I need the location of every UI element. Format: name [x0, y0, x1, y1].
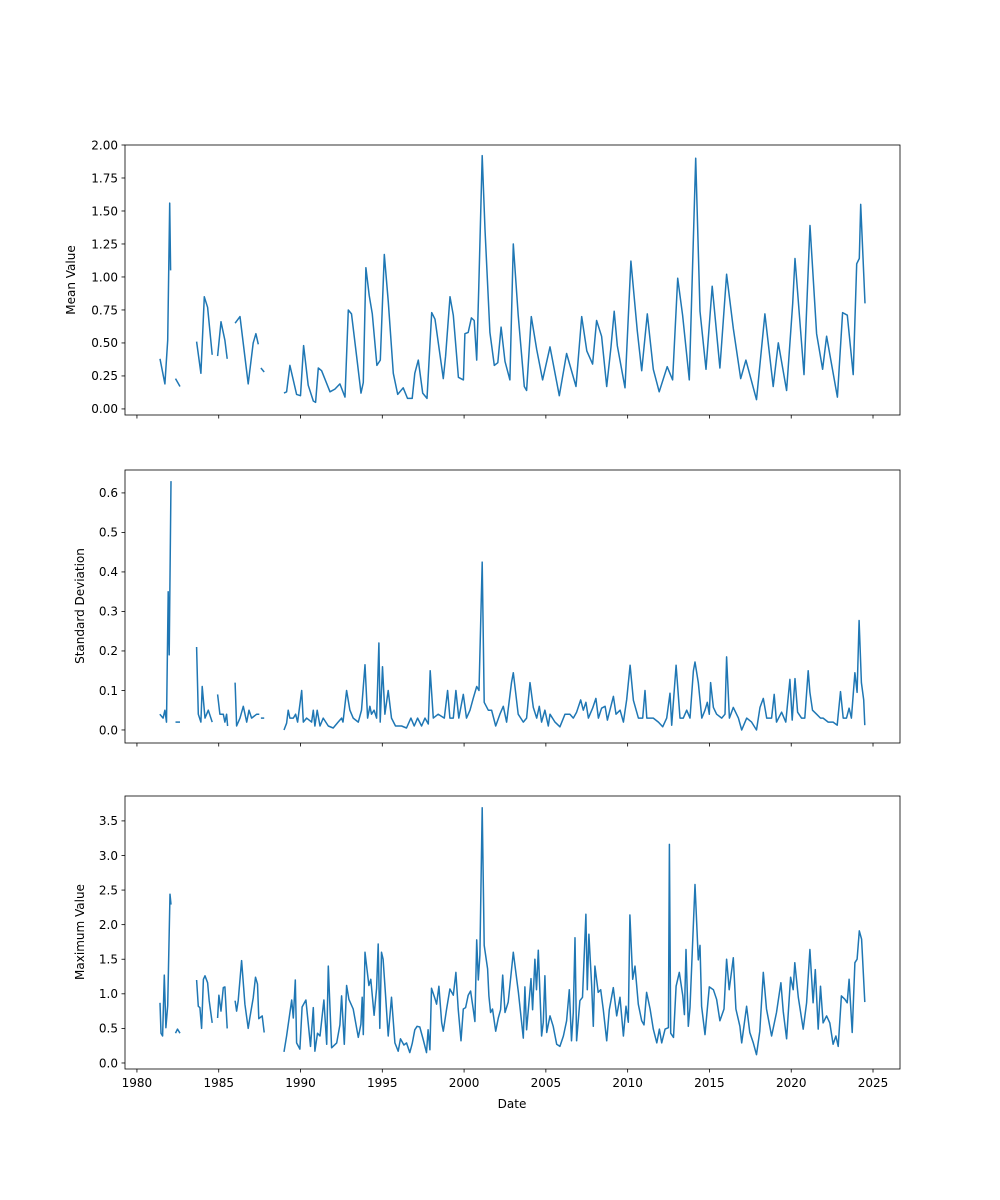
- series-line-segment: [234, 959, 265, 1033]
- y-tick-label: 0.50: [91, 336, 118, 350]
- y-tick-label: 1.00: [91, 270, 118, 284]
- x-tick-label: 2025: [858, 1076, 889, 1090]
- series-line-segment: [260, 367, 265, 373]
- y-tick-label: 2.0: [99, 918, 118, 932]
- y-tick-label: 3.0: [99, 849, 118, 863]
- y-tick-label: 0.2: [99, 644, 118, 658]
- x-tick-label: 1980: [122, 1076, 153, 1090]
- x-tick-label: 2010: [612, 1076, 643, 1090]
- y-tick-label: 0.5: [99, 1022, 118, 1036]
- axes-frame: [124, 144, 901, 416]
- x-tick-label: 2015: [694, 1076, 725, 1090]
- series-line-segment: [159, 481, 172, 723]
- series-line-segment: [234, 682, 260, 727]
- y-axis-label-mean: Mean Value: [64, 245, 78, 314]
- series-line-segment: [283, 561, 866, 731]
- y-tick-label: 0.5: [99, 526, 118, 540]
- y-axis-label-std: Standard Deviation: [73, 548, 87, 664]
- x-tick-label: 2000: [449, 1076, 480, 1090]
- series-line-segment: [216, 321, 228, 359]
- standard-deviation-subplot: 0.0 0.1 0.2 0.3 0.4 0.5 0.6: [99, 469, 901, 747]
- y-tick-label: 0.4: [99, 565, 118, 579]
- y-tick-label: 2.5: [99, 883, 118, 897]
- y-tick-label: 0.0: [99, 1056, 118, 1070]
- series-line-segment: [195, 975, 213, 1030]
- series-line-segment: [283, 807, 866, 1056]
- mean-value-subplot: 0.00 0.25 0.50 0.75 1.00 1.25 1.50 1.75 2.00: [91, 138, 901, 419]
- series-line-segment: [195, 646, 213, 723]
- maximum-value-subplot: 1980 1985 1990 1995 2000 2005 2010 2015 2020 2025…: [99, 795, 901, 1090]
- y-tick-label: 0.75: [91, 303, 118, 317]
- series-line-segment: [159, 893, 172, 1037]
- series-line-segment: [234, 315, 260, 385]
- y-tick-label: 0.25: [91, 369, 118, 383]
- x-axis-label: Date: [498, 1097, 527, 1111]
- y-tick-label: 3.5: [99, 814, 118, 828]
- axes-frame: [124, 469, 901, 744]
- x-tick-label: 1990: [285, 1076, 316, 1090]
- y-tick-label: 0.6: [99, 486, 118, 500]
- y-tick-label: 2.00: [91, 138, 118, 152]
- x-tick-label: 2005: [531, 1076, 562, 1090]
- y-tick-label: 1.5: [99, 953, 118, 967]
- series-line-segment: [283, 154, 866, 404]
- y-tick-label: 0.00: [91, 402, 118, 416]
- y-tick-label: 0.1: [99, 684, 118, 698]
- series-line-segment: [216, 694, 229, 727]
- y-axis-label-max: Maximum Value: [73, 884, 87, 980]
- y-tick-label: 1.0: [99, 987, 118, 1001]
- y-tick-label: 1.75: [91, 171, 118, 185]
- y-tick-label: 0.3: [99, 605, 118, 619]
- x-tick-label: 1995: [367, 1076, 398, 1090]
- series-line-segment: [174, 378, 181, 387]
- series-line-segment: [195, 296, 213, 375]
- series-line-segment: [216, 986, 228, 1029]
- y-tick-label: 1.50: [91, 204, 118, 218]
- x-tick-label: 1985: [203, 1076, 234, 1090]
- y-tick-label: 0.0: [99, 723, 118, 737]
- y-tick-label: 1.25: [91, 237, 118, 251]
- axes-frame: [124, 795, 901, 1070]
- series-line-segment: [174, 1028, 181, 1034]
- x-tick-label: 2020: [776, 1076, 807, 1090]
- series-line-segment: [159, 202, 172, 385]
